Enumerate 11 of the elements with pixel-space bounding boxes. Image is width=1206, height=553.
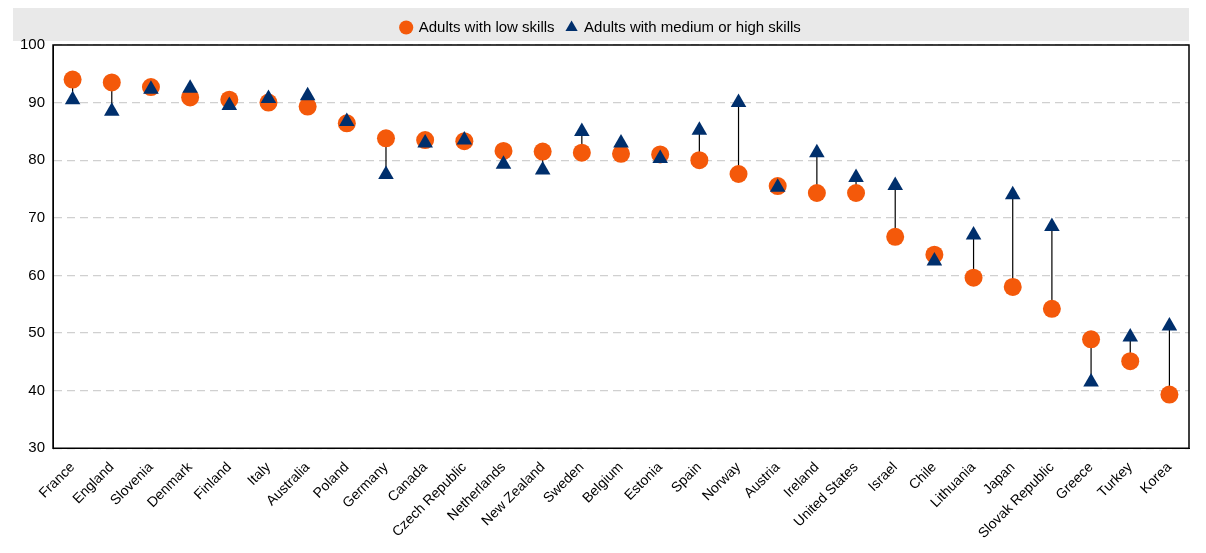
y-tick-label: 90 [28,92,46,110]
x-tick-label: Italy [243,458,274,489]
y-tick-label: 30 [28,438,46,456]
y-tick-label: 60 [28,265,46,283]
y-tick-label: 50 [28,323,46,341]
legend-label: Adults with low skills [418,17,555,35]
y-tick-label: 40 [28,380,46,398]
legend-label: Adults with medium or high skills [584,17,801,35]
y-tick-label: 80 [28,150,46,168]
y-tick-label: 100 [20,35,46,53]
y-tick-label: 70 [28,207,46,225]
